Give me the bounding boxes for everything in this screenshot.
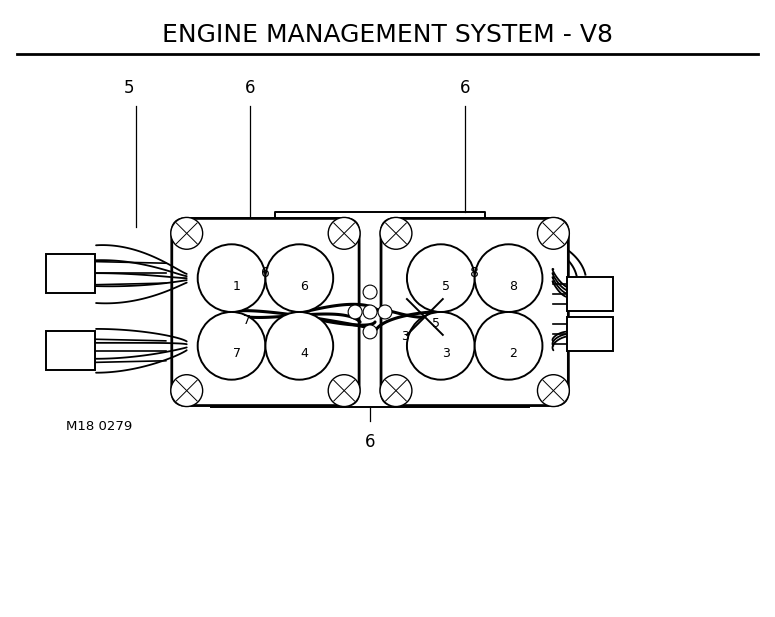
Text: 6: 6 — [460, 78, 470, 97]
Circle shape — [198, 244, 266, 312]
Circle shape — [378, 305, 392, 319]
Circle shape — [266, 312, 333, 379]
Text: ENGINE MANAGEMENT SYSTEM - V8: ENGINE MANAGEMENT SYSTEM - V8 — [162, 23, 613, 47]
Circle shape — [170, 217, 203, 249]
FancyBboxPatch shape — [46, 254, 95, 292]
Circle shape — [474, 244, 542, 312]
Text: 1: 1 — [232, 280, 240, 292]
Text: 3: 3 — [401, 330, 409, 344]
Text: 5: 5 — [442, 280, 449, 292]
FancyBboxPatch shape — [381, 218, 568, 405]
FancyBboxPatch shape — [172, 218, 359, 405]
Circle shape — [266, 244, 333, 312]
Circle shape — [170, 375, 203, 407]
Text: 8: 8 — [509, 280, 518, 292]
Text: 6: 6 — [301, 280, 308, 292]
Circle shape — [380, 217, 412, 249]
Text: 5: 5 — [124, 78, 134, 97]
Circle shape — [363, 325, 377, 339]
Text: 5: 5 — [432, 317, 440, 331]
Text: 6: 6 — [365, 433, 375, 452]
Circle shape — [380, 375, 412, 407]
Text: 3: 3 — [442, 347, 449, 360]
Text: 4: 4 — [301, 347, 308, 360]
Circle shape — [407, 312, 474, 379]
Circle shape — [348, 305, 362, 319]
Text: 2: 2 — [510, 347, 518, 360]
Text: 6: 6 — [261, 266, 270, 280]
FancyBboxPatch shape — [46, 331, 95, 370]
Circle shape — [363, 285, 377, 299]
Circle shape — [363, 305, 377, 319]
Circle shape — [537, 217, 570, 249]
Circle shape — [537, 375, 570, 407]
FancyBboxPatch shape — [567, 277, 613, 311]
Text: 8: 8 — [470, 266, 479, 280]
Text: 7: 7 — [232, 347, 240, 360]
Text: 6: 6 — [245, 78, 256, 97]
Circle shape — [329, 375, 360, 407]
FancyBboxPatch shape — [567, 317, 613, 351]
Circle shape — [329, 217, 360, 249]
Text: M18 0279: M18 0279 — [66, 420, 133, 433]
Circle shape — [474, 312, 542, 379]
Circle shape — [198, 312, 266, 379]
Text: 7: 7 — [243, 315, 250, 328]
Circle shape — [407, 244, 474, 312]
